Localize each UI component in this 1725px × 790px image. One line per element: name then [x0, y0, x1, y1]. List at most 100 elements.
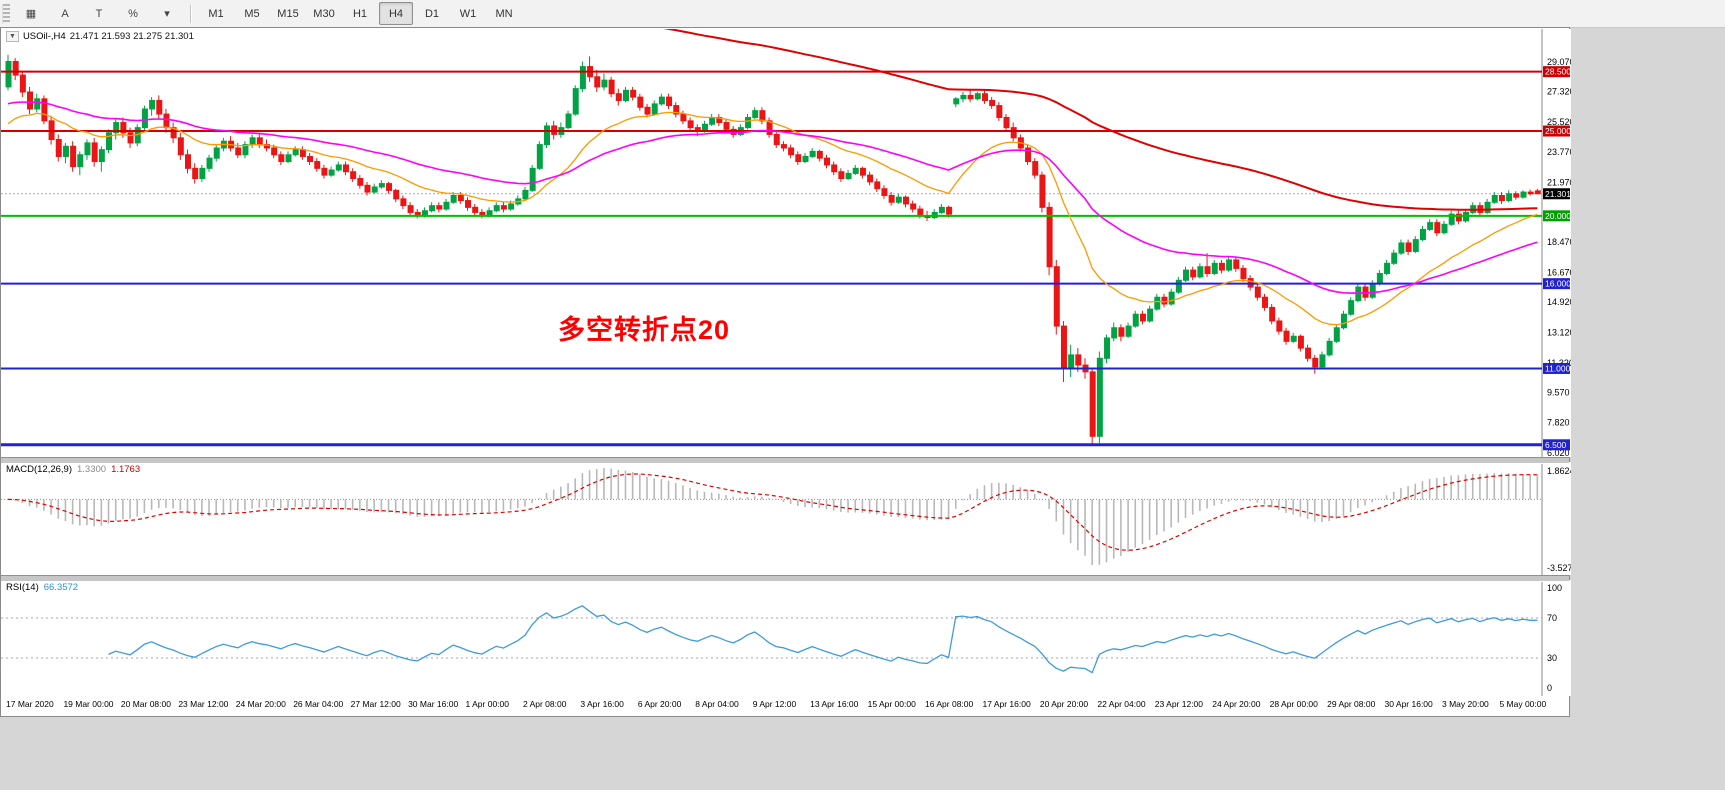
svg-text:14.920: 14.920 — [1547, 297, 1571, 307]
time-label: 22 Apr 04:00 — [1097, 699, 1146, 709]
time-label: 24 Apr 20:00 — [1212, 699, 1261, 709]
ma-mid-magenta — [7, 101, 1538, 294]
svg-text:6.020: 6.020 — [1547, 448, 1570, 457]
svg-text:16.000: 16.000 — [1545, 279, 1571, 289]
time-label: 29 Apr 08:00 — [1327, 699, 1376, 709]
timeframe-mn[interactable]: MN — [495, 7, 513, 20]
svg-text:23.770: 23.770 — [1547, 147, 1571, 157]
time-label: 15 Apr 00:00 — [867, 699, 916, 709]
fibonacci-tool-button[interactable]: % — [128, 7, 138, 20]
svg-text:30: 30 — [1547, 653, 1557, 663]
time-label: 26 Mar 04:00 — [293, 699, 344, 709]
timeframe-m30[interactable]: M30 — [313, 7, 335, 20]
time-label: 17 Mar 2020 — [6, 699, 54, 709]
time-label: 3 May 20:00 — [1442, 699, 1489, 709]
chart-annotation-text: 多空转折点20 — [558, 315, 731, 345]
time-label: 16 Apr 08:00 — [925, 699, 974, 709]
toolbar-separator — [190, 4, 192, 23]
svg-text:0: 0 — [1547, 683, 1552, 693]
svg-text:21.301: 21.301 — [1545, 189, 1571, 199]
rsi-value: 66.3572 — [43, 582, 79, 593]
time-label: 20 Mar 08:00 — [120, 699, 171, 709]
chart-title: ▼ USOil-,H4 21.471 21.593 21.275 21.301 — [6, 31, 194, 42]
time-label: 30 Apr 16:00 — [1384, 699, 1433, 709]
ma-fast-orange — [7, 111, 1538, 326]
svg-text:25.000: 25.000 — [1545, 126, 1571, 136]
time-label: 30 Mar 16:00 — [408, 699, 459, 709]
chart-dropdown-icon[interactable]: ▼ — [6, 31, 19, 42]
svg-text:70: 70 — [1547, 613, 1557, 623]
toolbar-tools: ▦ A T% ▾ — [14, 2, 184, 25]
macd-axis[interactable]: 1.8624 -3.5273 — [1547, 466, 1571, 573]
panel-separator[interactable] — [1, 575, 1569, 582]
candles — [5, 54, 1541, 445]
time-label: 13 Apr 16:00 — [810, 699, 859, 709]
time-label: 20 Apr 20:00 — [1039, 699, 1089, 709]
time-label: 23 Mar 12:00 — [178, 699, 229, 709]
arrow-tool-button[interactable]: A — [61, 7, 69, 20]
svg-text:-3.5273: -3.5273 — [1547, 563, 1571, 573]
macd-signal-line — [7, 473, 1538, 551]
svg-text:13.120: 13.120 — [1547, 328, 1571, 338]
time-label: 28 Apr 00:00 — [1269, 699, 1318, 709]
macd-name: MACD(12,26,9) — [6, 464, 72, 475]
timeframe-m1[interactable]: M1 — [208, 7, 224, 20]
time-label: 19 Mar 00:00 — [63, 699, 114, 709]
rsi-label: RSI(14) 66.3572 — [6, 582, 78, 593]
timeframe-buttons: M1 M5 M15 M30 H1 H4 D1 W1 MN — [198, 2, 522, 25]
svg-text:9.570: 9.570 — [1547, 388, 1570, 398]
svg-text:25.520: 25.520 — [1547, 117, 1571, 127]
tools-dropdown-icon[interactable]: ▾ — [164, 8, 170, 20]
symbol-name: USOil-,H4 — [22, 31, 66, 42]
rsi-axis[interactable]: 100 70 30 0 — [1547, 583, 1562, 693]
timeframe-m15[interactable]: M15 — [277, 7, 299, 20]
time-label: 1 Apr 00:00 — [465, 699, 509, 709]
time-label: 6 Apr 20:00 — [637, 699, 682, 709]
macd-main-value: 1.3300 — [77, 464, 107, 475]
price-axis[interactable]: 29.070 27.320 25.520 23.770 21.970 18.470 16.6… — [1543, 57, 1571, 457]
svg-text:100: 100 — [1547, 583, 1562, 593]
macd-panel-canvas[interactable]: 1.8624 -3.5273 — [1, 462, 1571, 575]
ohlc-values: 21.471 21.593 21.275 21.301 — [69, 31, 194, 42]
svg-text:18.470: 18.470 — [1547, 237, 1571, 247]
timeframe-w1[interactable]: W1 — [459, 7, 477, 20]
macd-signal-value: 1.1763 — [111, 464, 141, 475]
timeframe-m5[interactable]: M5 — [244, 7, 260, 20]
time-label: 27 Mar 12:00 — [350, 699, 401, 709]
macd-label: MACD(12,26,9) 1.3300 1.1763 — [6, 464, 140, 475]
svg-text:20.000: 20.000 — [1545, 211, 1571, 221]
timeframe-h1[interactable]: H1 — [352, 7, 368, 20]
svg-text:29.070: 29.070 — [1547, 57, 1571, 67]
svg-text:21.970: 21.970 — [1547, 177, 1571, 187]
rsi-panel-canvas[interactable]: 100 70 30 0 — [1, 580, 1571, 696]
time-axis[interactable]: 17 Mar 2020 19 Mar 00:00 20 Mar 08:00 23 Ma… — [1, 696, 1546, 716]
svg-text:7.820: 7.820 — [1547, 417, 1570, 427]
rsi-name: RSI(14) — [6, 582, 39, 593]
price-chart-canvas[interactable]: 29.070 27.320 25.520 23.770 21.970 18.470 16.6… — [1, 29, 1571, 457]
ma-lines — [7, 29, 1538, 326]
time-label: 23 Apr 12:00 — [1154, 699, 1204, 709]
time-label: 9 Apr 12:00 — [752, 699, 797, 709]
rsi-line — [108, 605, 1538, 674]
svg-text:16.670: 16.670 — [1547, 267, 1571, 277]
svg-text:28.500: 28.500 — [1545, 67, 1571, 77]
panel-separator[interactable] — [1, 457, 1569, 464]
chart-window: ▼ USOil-,H4 21.471 21.593 21.275 21.301 … — [0, 27, 1571, 717]
toolbar-drag-handle[interactable] — [2, 3, 10, 24]
time-label: 2 Apr 08:00 — [522, 699, 567, 709]
time-label: 17 Apr 16:00 — [982, 699, 1031, 709]
svg-text:27.320: 27.320 — [1547, 87, 1571, 97]
time-label: 8 Apr 04:00 — [695, 699, 739, 709]
text-tool-button[interactable]: T — [95, 7, 103, 20]
svg-text:6.500: 6.500 — [1545, 440, 1567, 450]
svg-text:11.000: 11.000 — [1545, 363, 1571, 373]
timeframe-d1[interactable]: D1 — [424, 7, 440, 20]
time-label: 3 Apr 16:00 — [580, 699, 624, 709]
ma-slow-red — [663, 29, 1538, 211]
timeframe-h4[interactable]: H4 — [379, 2, 413, 25]
svg-text:1.8624: 1.8624 — [1547, 466, 1571, 476]
tile-windows-icon[interactable]: ▦ — [25, 8, 37, 20]
time-label: 5 May 00:00 — [1499, 699, 1547, 709]
time-label: 24 Mar 20:00 — [235, 699, 286, 709]
